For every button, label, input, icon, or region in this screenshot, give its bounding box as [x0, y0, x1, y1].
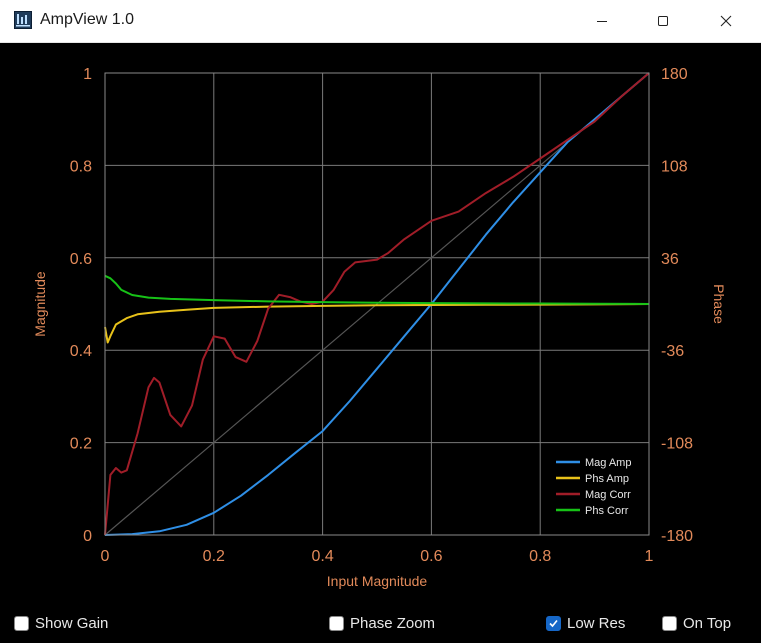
- tick-labels: 0 0.2 0.4 0.6 0.8 1 0 0.2 0.4 0.6 0.8 1 -180 -108 -36 3…: [70, 66, 693, 565]
- y2-tick-label: 108: [661, 158, 688, 175]
- y2-tick-label: 180: [661, 66, 688, 83]
- title-bar: AmpView 1.0: [0, 0, 761, 43]
- maximize-icon: [658, 16, 668, 26]
- on-top-checkbox[interactable]: On Top: [662, 615, 731, 632]
- x-tick-label: 0: [101, 548, 110, 565]
- close-icon: [720, 15, 732, 27]
- y2-tick-label: -180: [661, 528, 693, 545]
- maximize-button[interactable]: [640, 0, 686, 42]
- y-tick-label: 0: [83, 528, 92, 545]
- plot-frame: [104, 72, 650, 536]
- y-tick-label: 0.6: [70, 251, 92, 268]
- x-tick-label: 0.8: [529, 548, 551, 565]
- x-tick-label: 0.6: [420, 548, 442, 565]
- x-tick-label: 0.4: [311, 548, 333, 565]
- control-bar: Show Gain Phase Zoom Low Res On Top: [0, 605, 761, 643]
- phase-zoom-box[interactable]: [329, 616, 344, 631]
- chart-legend: Mag Amp Phs Amp Mag Corr Phs Corr: [556, 457, 631, 517]
- legend-entry: Phs Corr: [585, 505, 629, 517]
- checkmark-icon: [549, 619, 558, 628]
- y2-tick-label: -36: [661, 343, 684, 360]
- legend-entry: Phs Amp: [585, 473, 629, 485]
- low-res-label: Low Res: [567, 615, 626, 632]
- series-line-phs-amp: [104, 303, 650, 344]
- x-tick-label: 0.2: [203, 548, 225, 565]
- legend-entry: Mag Amp: [585, 457, 631, 469]
- y2-tick-label: -108: [661, 436, 693, 453]
- window-title: AmpView 1.0: [40, 11, 134, 28]
- close-button[interactable]: [703, 0, 749, 42]
- y-tick-label: 1: [83, 66, 92, 83]
- show-gain-box[interactable]: [14, 616, 29, 631]
- series-line-mag-amp: [104, 72, 650, 536]
- minimize-icon: [597, 21, 607, 22]
- low-res-checkbox[interactable]: Low Res: [546, 615, 625, 632]
- low-res-box[interactable]: [546, 616, 561, 631]
- app-icon: [14, 11, 32, 29]
- y-tick-label: 0.2: [70, 436, 92, 453]
- legend-entry: Mag Corr: [585, 489, 631, 501]
- y-tick-label: 0.4: [70, 343, 92, 360]
- on-top-label: On Top: [683, 615, 732, 632]
- x-axis-label: Input Magnitude: [327, 573, 428, 589]
- y2-tick-label: 36: [661, 251, 679, 268]
- show-gain-checkbox[interactable]: Show Gain: [14, 615, 108, 632]
- x-tick-label: 1: [645, 548, 654, 565]
- amplitude-chart: 0 0.2 0.4 0.6 0.8 1 0 0.2 0.4 0.6 0.8 1 -180 -108 -36 3…: [32, 66, 727, 589]
- phase-zoom-checkbox[interactable]: Phase Zoom: [329, 615, 435, 632]
- reference-diagonal-line: [104, 72, 650, 536]
- series-layer: [104, 72, 650, 536]
- series-line-phs-corr: [104, 274, 650, 305]
- phase-zoom-label: Phase Zoom: [350, 615, 436, 632]
- y-tick-label: 0.8: [70, 158, 92, 175]
- series-line-mag-corr: [104, 72, 650, 536]
- y2-axis-label: Phase: [711, 284, 727, 324]
- minimize-button[interactable]: [579, 0, 625, 42]
- show-gain-label: Show Gain: [35, 615, 109, 632]
- on-top-box[interactable]: [662, 616, 677, 631]
- y-axis-label: Magnitude: [32, 271, 48, 337]
